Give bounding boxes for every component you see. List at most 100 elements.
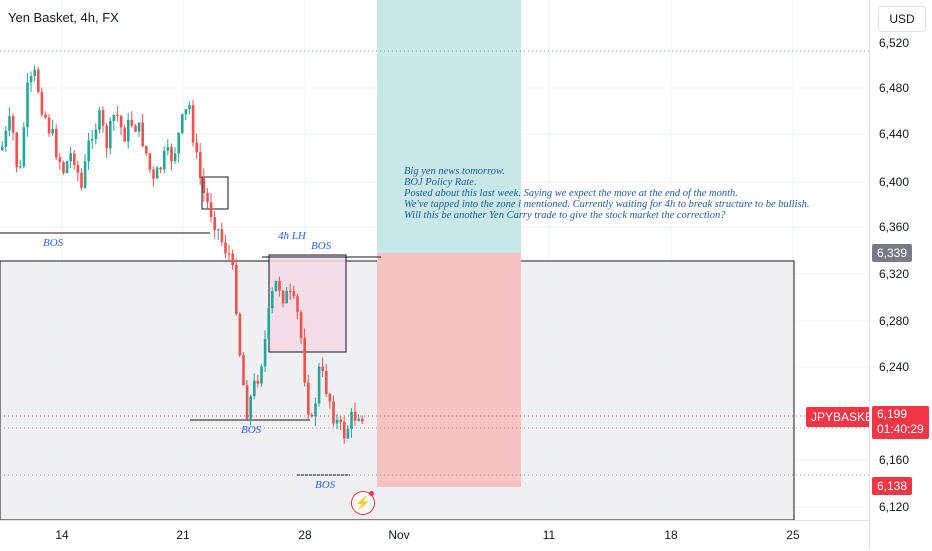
candle-body: [188, 105, 191, 110]
currency-button[interactable]: USD: [878, 6, 926, 32]
profit-zone[interactable]: [377, 0, 521, 253]
candle-body: [253, 380, 256, 397]
candle-body: [303, 337, 306, 383]
candle-body: [80, 172, 83, 188]
price-tick: 6,280: [879, 314, 910, 328]
bos-label-4[interactable]: BOS: [315, 479, 336, 491]
candle-body: [217, 229, 220, 231]
candle-body: [22, 127, 26, 167]
candle-body: [199, 152, 202, 179]
price-tick: 6,240: [879, 360, 910, 374]
candle-body: [152, 169, 155, 179]
candle-body: [1, 146, 4, 150]
candle-body: [83, 161, 87, 188]
candle-body: [69, 153, 72, 162]
candle-body: [263, 339, 267, 367]
annotation-line: Posted about this last week. Saying we e…: [404, 188, 738, 199]
price-tick: 6,120: [879, 500, 910, 514]
candle-body: [278, 280, 281, 291]
candle-body: [33, 69, 36, 76]
candle-body: [321, 366, 324, 372]
candle-body: [281, 290, 285, 304]
price-chart[interactable]: [0, 0, 869, 520]
candle-body: [123, 127, 126, 142]
candle-body: [289, 291, 292, 293]
position-price-label: 6,339: [872, 244, 913, 262]
stop-price-label: 6,138: [872, 477, 913, 495]
candle-body: [148, 153, 152, 170]
price-tick: 6,440: [879, 127, 910, 141]
annotation-text[interactable]: Big yen news tomorrow. BOJ Policy Rate. …: [404, 166, 809, 221]
candle-body: [19, 166, 22, 168]
price-tick: 6,480: [879, 81, 910, 95]
candle-body: [155, 167, 159, 179]
candle-body: [299, 312, 303, 338]
lower-high-label[interactable]: 4h LH: [278, 230, 306, 242]
symbol-title[interactable]: Yen Basket, 4h, FX: [8, 10, 119, 25]
time-tick: 25: [786, 528, 800, 542]
time-tick: 28: [298, 528, 312, 542]
candle-body: [213, 217, 216, 231]
candle-body: [307, 382, 310, 415]
candle-body: [256, 380, 260, 384]
small-structure-box[interactable]: [201, 176, 229, 210]
candlestick-series: [1, 65, 364, 444]
candle-body: [260, 366, 263, 384]
time-tick: Nov: [388, 528, 410, 542]
candle-body: [195, 142, 198, 153]
time-axis[interactable]: 14 21 28 Nov 11 18 25: [0, 520, 869, 551]
chart-pane[interactable]: Yen Basket, 4h, FX Big yen news tomorrow…: [0, 0, 869, 520]
candle-body: [173, 153, 177, 162]
time-tick: 11: [542, 528, 556, 542]
candle-body: [58, 157, 62, 163]
candle-body: [65, 161, 69, 173]
candle-body: [271, 291, 274, 309]
candle-body: [105, 125, 108, 149]
loss-zone[interactable]: [377, 253, 521, 487]
candle-body: [109, 121, 112, 149]
candle-body: [353, 411, 357, 421]
candle-body: [134, 125, 137, 132]
bos-label-1[interactable]: BOS: [43, 237, 64, 249]
candle-body: [202, 178, 206, 193]
price-tick: 6,320: [879, 267, 910, 281]
candle-body: [29, 75, 33, 83]
candle-body: [141, 122, 144, 147]
candle-body: [296, 296, 299, 313]
candle-body: [87, 140, 90, 162]
annotation-line: BOJ Policy Rate.: [404, 177, 477, 188]
candle-body: [112, 114, 116, 122]
candle-body: [11, 116, 15, 133]
candle-body: [310, 414, 314, 417]
candle-body: [361, 418, 364, 422]
annotation-line: We've tapped into the zone i mentioned. …: [404, 199, 810, 210]
candle-body: [245, 385, 249, 419]
candle-body: [231, 253, 234, 265]
price-axis[interactable]: USD 6,520 6,480 6,440 6,400 6,360 6,320 …: [869, 0, 932, 550]
candle-body: [339, 419, 342, 422]
price-tick: 6,360: [879, 220, 910, 234]
candle-body: [170, 146, 173, 162]
bos-label-3[interactable]: BOS: [241, 424, 262, 436]
candle-body: [177, 133, 180, 154]
candle-body: [335, 419, 339, 424]
candle-body: [130, 119, 134, 126]
candle-body: [51, 128, 54, 134]
candle-body: [227, 253, 231, 255]
candle-body: [235, 264, 238, 315]
alert-dot: [369, 491, 374, 496]
lower-high-box[interactable]: [268, 254, 347, 353]
candle-body: [242, 355, 245, 386]
time-tick: 18: [664, 528, 678, 542]
bos-label-2[interactable]: BOS: [311, 240, 332, 252]
candle-body: [8, 116, 11, 131]
candle-body: [328, 393, 332, 402]
candle-body: [209, 202, 213, 218]
candle-body: [325, 371, 328, 394]
candle-body: [55, 128, 58, 158]
time-tick: 14: [55, 528, 69, 542]
candle-body: [274, 280, 278, 292]
candle-body: [181, 114, 184, 134]
candle-body: [47, 117, 51, 134]
